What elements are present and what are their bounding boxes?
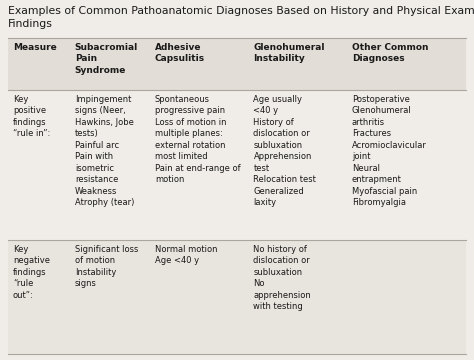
Text: Postoperative
Glenohumeral
arthritis
Fractures
Acromioclavicular
joint
Neural
en: Postoperative Glenohumeral arthritis Fra… — [352, 95, 427, 207]
Text: Measure: Measure — [13, 43, 57, 52]
Text: Age usually
<40 y
History of
dislocation or
subluxation
Apprehension
test
Reloca: Age usually <40 y History of dislocation… — [254, 95, 316, 207]
Text: Spontaneous
progressive pain
Loss of motion in
multiple planes:
external rotatio: Spontaneous progressive pain Loss of mot… — [155, 95, 241, 184]
Text: Normal motion
Age <40 y: Normal motion Age <40 y — [155, 245, 218, 265]
Text: Impingement
signs (Neer,
Hawkins, Jobe
tests)
Painful arc
Pain with
isometric
re: Impingement signs (Neer, Hawkins, Jobe t… — [75, 95, 134, 207]
Bar — [8, 90, 466, 240]
Text: Key
positive
findings
“rule in”:: Key positive findings “rule in”: — [13, 95, 50, 138]
Text: Other Common
Diagnoses: Other Common Diagnoses — [352, 43, 428, 63]
Text: Examples of Common Pathoanatomic Diagnoses Based on History and Physical Examina: Examples of Common Pathoanatomic Diagnos… — [8, 6, 474, 16]
Bar — [8, 240, 466, 354]
Text: Glenohumeral
Instability: Glenohumeral Instability — [254, 43, 325, 63]
Text: Key
negative
findings
“rule
out”:: Key negative findings “rule out”: — [13, 245, 50, 300]
Text: No history of
dislocation or
subluxation
No
apprehension
with testing: No history of dislocation or subluxation… — [254, 245, 311, 311]
Bar — [8, 38, 466, 90]
Text: Adhesive
Capsulitis: Adhesive Capsulitis — [155, 43, 205, 63]
Text: Subacromial
Pain
Syndrome: Subacromial Pain Syndrome — [75, 43, 138, 75]
Text: Significant loss
of motion
Instability
signs: Significant loss of motion Instability s… — [75, 245, 138, 288]
Text: Findings: Findings — [8, 19, 53, 29]
